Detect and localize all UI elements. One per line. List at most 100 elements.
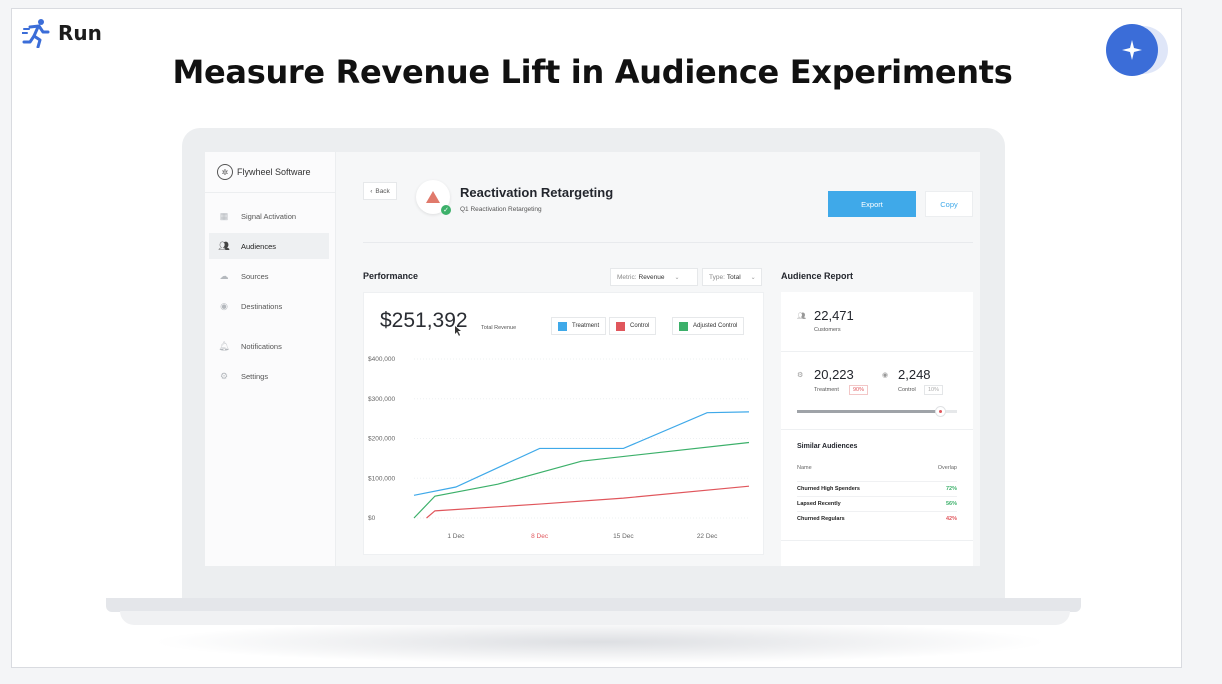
split-slider[interactable] (797, 406, 957, 417)
chevron-down-icon: ⌄ (674, 274, 680, 281)
treatment-pct-badge: 90% (849, 385, 869, 395)
x-tick-label: 15 Dec (613, 533, 634, 540)
audience-name: Lapsed Recently (797, 501, 841, 507)
slider-handle[interactable] (935, 406, 946, 417)
revenue-line-chart: $400,000 $300,000 $200,000 $100,000 $0 1 Dec 8… (368, 326, 750, 540)
col-name-header: Name (797, 465, 812, 471)
flywheel-logo-icon: ✲ (217, 164, 233, 180)
similar-audiences-title: Similar Audiences (797, 443, 858, 450)
type-dropdown[interactable]: Type: Total ⌄ (702, 268, 762, 286)
divider (781, 540, 973, 541)
gear-icon: ⚙ (797, 372, 804, 379)
audience-overlap: 56% (945, 501, 957, 507)
mouse-cursor-icon (455, 326, 461, 336)
sidebar-item-label: Notifications (241, 341, 282, 351)
spark-button[interactable] (1106, 24, 1170, 76)
bell-icon: 🔔︎ (218, 340, 230, 351)
metric-dropdown[interactable]: Metric: Revenue ⌄ (610, 268, 698, 286)
sidebar-item-label: Settings (241, 371, 269, 381)
laptop-screen: ✲ Flywheel Software ▦ Signal Activation … (205, 152, 980, 566)
sparkle-icon (1122, 40, 1142, 60)
x-tick-label: 8 Dec (531, 533, 549, 540)
legend-swatch (679, 321, 688, 331)
sidebar-item-settings[interactable]: ⚙ Settings (209, 363, 329, 389)
back-button[interactable]: ‹ Back (363, 182, 397, 200)
audience-report-title: Audience Report (781, 271, 854, 281)
series-line-treatment (413, 411, 750, 496)
legend-label: Control (630, 323, 650, 329)
check-icon: ✓ (441, 205, 451, 215)
metric-prefix: Metric: (617, 273, 637, 281)
running-person-icon (22, 19, 50, 48)
x-tick-label: 22 Dec (697, 533, 718, 540)
sidebar-item-notifications[interactable]: 🔔︎ Notifications (209, 333, 329, 359)
sidebar-item-audiences[interactable]: 👥︎ Audiences (209, 233, 329, 259)
performance-card: $251,392 Total Revenue Treatment Control… (363, 292, 764, 555)
series-line-adjusted-control (413, 441, 750, 519)
legend-treatment[interactable]: Treatment (551, 317, 607, 335)
brand: ✲ Flywheel Software (217, 164, 311, 180)
list-item[interactable]: Churned Regulars 42% (797, 511, 957, 526)
divider (363, 242, 973, 243)
sidebar-item-sources[interactable]: ☁ Sources (209, 263, 329, 289)
legend-adjusted-control[interactable]: Adjusted Control (672, 317, 745, 335)
y-tick-label: $400,000 (368, 356, 395, 363)
total-revenue-label: Total Revenue (481, 325, 517, 331)
export-button[interactable]: Export (828, 191, 916, 217)
campaign-title: Reactivation Retargeting (460, 185, 614, 200)
spark-button-circle (1106, 24, 1158, 76)
warning-icon (426, 191, 440, 203)
copy-button[interactable]: Copy (925, 191, 973, 217)
x-tick-label: 1 Dec (447, 533, 465, 540)
list-item[interactable]: Churned High Spenders 72% (797, 481, 957, 496)
campaign-subtitle: Q1 Reactivation Retargeting (460, 206, 542, 213)
grid-icon: ▦ (219, 210, 229, 221)
eye-icon: ◉ (882, 372, 889, 379)
series-line-control (426, 485, 750, 519)
audience-overlap: 42% (945, 516, 957, 522)
sidebar-item-signal-activation[interactable]: ▦ Signal Activation (209, 203, 329, 229)
people-icon: 👥︎ (218, 240, 230, 251)
treatment-label: Treatment (814, 387, 839, 393)
customers-section: 👥︎ 22,471 Customers (781, 292, 973, 352)
treatment-value: 20,223 (814, 367, 854, 382)
brand-name: Flywheel Software (237, 167, 311, 177)
divider (205, 192, 336, 193)
legend-control[interactable]: Control (609, 317, 657, 335)
run-label: Run (58, 21, 102, 45)
total-revenue-value: $251,392 (380, 309, 468, 332)
customers-label: Customers (814, 327, 841, 333)
control-label: Control (898, 387, 916, 393)
laptop-base-bottom (120, 611, 1070, 625)
legend-swatch (558, 321, 567, 331)
type-value: Total (726, 273, 741, 281)
y-tick-label: $300,000 (368, 396, 395, 403)
gear-icon: ⚙ (219, 370, 229, 381)
run-button[interactable]: Run (22, 18, 102, 48)
chevron-left-icon: ‹ (370, 187, 373, 195)
y-tick-label: $0 (368, 515, 376, 522)
sidebar-item-label: Destinations (241, 301, 283, 311)
sidebar-item-label: Signal Activation (241, 211, 297, 221)
audience-name: Churned Regulars (797, 516, 845, 522)
y-tick-label: $100,000 (368, 475, 395, 482)
legend-swatch (616, 321, 625, 331)
people-icon: 👥︎ (797, 313, 806, 320)
list-item[interactable]: Lapsed Recently 56% (797, 496, 957, 511)
customers-value: 22,471 (814, 308, 854, 323)
metric-value: Revenue (638, 273, 665, 281)
slider-fill (797, 410, 941, 413)
y-tick-label: $200,000 (368, 436, 395, 443)
split-section: ⚙ 20,223 Treatment 90% ◉ 2,248 Control 1… (781, 352, 973, 430)
audience-overlap: 72% (945, 486, 957, 492)
chevron-down-icon: ⌄ (750, 274, 756, 281)
sidebar-item-label: Sources (241, 271, 269, 281)
col-overlap-header: Overlap (937, 465, 957, 471)
sidebar-item-destinations[interactable]: ◉ Destinations (209, 293, 329, 319)
audience-name: Churned High Spenders (797, 486, 860, 492)
cloud-upload-icon: ☁ (219, 270, 229, 281)
back-label: Back (375, 187, 390, 195)
control-value: 2,248 (898, 367, 931, 382)
audience-report-card: 👥︎ 22,471 Customers ⚙ 20,223 Treatment 9… (781, 292, 973, 566)
laptop-shadow (150, 620, 1050, 664)
